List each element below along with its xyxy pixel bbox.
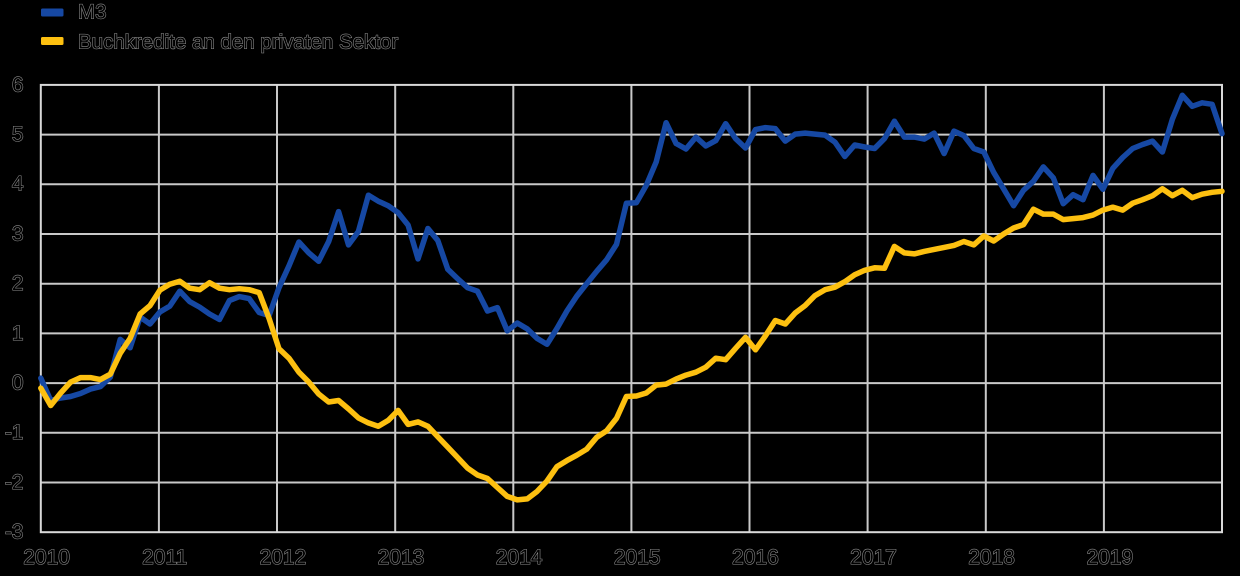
svg-text:2017: 2017 [850,546,897,569]
svg-text:M3: M3 [78,1,106,24]
svg-text:2010: 2010 [23,546,70,569]
svg-text:2016: 2016 [732,546,779,569]
svg-text:Buchkredite an den privaten Se: Buchkredite an den privaten Sektor [78,31,398,54]
svg-text:6: 6 [12,73,24,96]
svg-text:0: 0 [12,372,24,395]
svg-text:2: 2 [12,272,24,295]
svg-text:3: 3 [12,222,24,245]
svg-text:2018: 2018 [968,546,1015,569]
svg-text:1: 1 [12,322,24,345]
svg-text:-3: -3 [5,521,24,544]
svg-text:2015: 2015 [614,546,661,569]
svg-text:-2: -2 [5,471,24,494]
svg-text:2019: 2019 [1086,546,1133,569]
svg-text:4: 4 [12,173,24,196]
svg-text:2011: 2011 [142,546,187,569]
svg-text:5: 5 [12,123,24,146]
svg-text:2014: 2014 [496,546,543,569]
svg-text:2013: 2013 [378,546,425,569]
svg-text:-1: -1 [5,421,24,444]
svg-text:2012: 2012 [260,546,307,569]
